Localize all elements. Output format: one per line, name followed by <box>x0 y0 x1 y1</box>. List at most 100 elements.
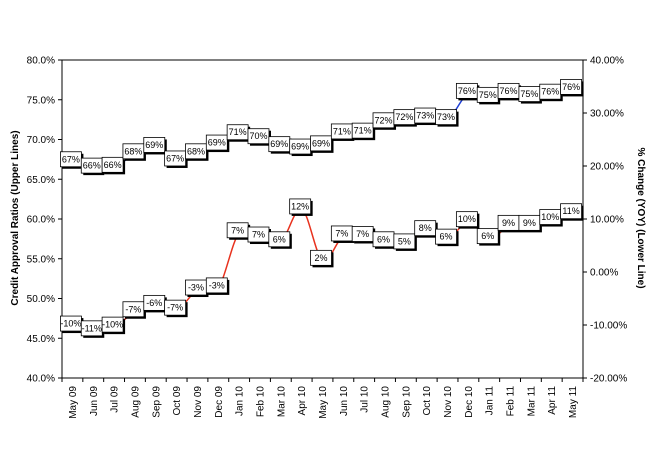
x-tick-label: Dec 09 <box>214 386 225 418</box>
data-label: 69% <box>268 136 292 154</box>
data-label-text: 8% <box>419 223 432 233</box>
data-label: 7% <box>247 226 271 245</box>
data-label-text: 6% <box>377 234 390 244</box>
x-tick-label: Jul 09 <box>110 386 121 413</box>
x-tick-label: Oct 09 <box>172 386 183 416</box>
data-label: 7% <box>330 225 355 243</box>
data-label: 5% <box>393 233 417 251</box>
data-label: -11% <box>80 320 105 338</box>
left-tick-label: 65.0% <box>27 175 55 186</box>
data-label: 6% <box>476 228 501 246</box>
data-label-text: 76% <box>541 87 559 97</box>
data-label-text: 76% <box>458 86 476 96</box>
data-label: 8% <box>414 220 438 238</box>
data-label: 69% <box>289 138 313 157</box>
x-tick-label: Mar 11 <box>526 386 537 417</box>
data-label: 71% <box>351 122 376 141</box>
y-axis-title: Credit Approval Ratios (Upper Lines) <box>10 130 21 305</box>
data-label-text: -3% <box>188 283 204 293</box>
data-label-text: 69% <box>270 139 288 149</box>
x-tick-label: Feb 11 <box>506 386 517 417</box>
right-tick-label: -10.00% <box>590 321 627 332</box>
left-tick-label: 75.0% <box>27 95 55 106</box>
data-label-text: 69% <box>312 138 330 148</box>
data-label-box <box>393 233 416 250</box>
data-label-box <box>310 135 332 152</box>
data-label: 76% <box>455 82 480 101</box>
x-tick-label: May 11 <box>568 386 579 418</box>
data-label-text: 69% <box>145 140 163 150</box>
left-tick-label: 45.0% <box>27 334 55 345</box>
data-label-text: 76% <box>562 82 580 92</box>
data-label-text: 70% <box>249 131 267 141</box>
data-label: 6% <box>372 231 397 249</box>
data-label-text: -3% <box>209 280 225 290</box>
data-label: 69% <box>143 137 167 155</box>
data-label: 76% <box>497 82 522 101</box>
data-label-text: 75% <box>479 90 497 100</box>
data-label: -3% <box>205 277 230 295</box>
series-layer <box>72 88 573 332</box>
data-label: 73% <box>414 107 438 126</box>
x-tick-label: Nov 09 <box>193 386 204 418</box>
right-tick-label: 20.00% <box>590 162 624 173</box>
x-tick-label: Aug 10 <box>381 386 392 418</box>
data-label-text: -7% <box>125 304 141 314</box>
data-label-text: 71% <box>333 126 351 136</box>
data-label-text: -7% <box>167 303 183 313</box>
x-axis: May 09 Jun 09 Jul 09 Aug 09 Sep 09 Oct 09 Nov … <box>61 378 584 419</box>
data-label: -7% <box>164 299 188 318</box>
data-label-text: 2% <box>314 253 327 263</box>
left-tick-label: 40.0% <box>27 374 55 385</box>
x-tick-label: May 09 <box>68 386 79 419</box>
data-label-box <box>247 128 270 145</box>
data-label-text: 9% <box>502 218 515 228</box>
right-tick-label: 30.00% <box>590 109 624 120</box>
data-label: -10% <box>101 316 126 335</box>
data-label-text: -11% <box>82 323 102 333</box>
left-tick-label: 70.0% <box>27 135 55 146</box>
data-label-text: 10% <box>541 212 559 222</box>
y2-axis-title: % Change (YOY) (Lower Line) <box>635 147 646 288</box>
data-label-text: 67% <box>166 153 184 163</box>
data-label-box <box>560 203 582 220</box>
data-label-text: 72% <box>375 115 393 125</box>
data-label-text: -10% <box>60 319 81 329</box>
data-label-box <box>435 228 457 245</box>
data-label-text: 5% <box>398 236 411 246</box>
data-label: 10% <box>455 211 480 229</box>
data-label: 11% <box>560 203 584 221</box>
left-axis: 40.0% 45.0% 50.0% 55.0% 60.0% 65.0% 70.0% 75.0%… <box>27 56 62 385</box>
x-tick-label: Apr 11 <box>547 386 558 415</box>
data-label-text: -6% <box>146 298 162 308</box>
data-label-text: 12% <box>291 201 309 211</box>
data-label-text: 75% <box>520 89 538 99</box>
x-tick-label: Mar 10 <box>276 386 287 418</box>
data-label: 75% <box>476 86 501 105</box>
data-label-box <box>560 79 582 95</box>
data-label-box <box>101 156 124 173</box>
data-label: 71% <box>226 124 251 142</box>
data-label-text: 7% <box>231 225 244 235</box>
data-label: 10% <box>539 209 563 227</box>
data-label-text: 9% <box>523 218 536 228</box>
data-label: 68% <box>122 143 146 161</box>
data-label-text: 73% <box>416 111 434 121</box>
x-tick-label: Sep 10 <box>401 386 412 418</box>
data-label-text: 69% <box>208 138 226 148</box>
data-label-text: 7% <box>356 229 369 239</box>
data-label: 75% <box>518 86 542 104</box>
data-label: -10% <box>60 315 84 334</box>
right-tick-label: 0.00% <box>590 268 618 279</box>
x-tick-label: Jan 11 <box>485 386 496 416</box>
data-label-layer: 67%66% 66%68%69%67%68%69%71% 70%69% 69% 69%7… <box>60 79 584 338</box>
data-label: 6% <box>268 231 292 249</box>
x-tick-label: Feb 10 <box>255 386 266 418</box>
data-label-box <box>414 220 437 237</box>
data-label-text: 68% <box>187 146 205 156</box>
data-label: 12% <box>289 198 313 216</box>
data-label-text: 6% <box>273 234 286 244</box>
data-label-text: 66% <box>104 160 122 170</box>
data-label: 66% <box>80 157 105 176</box>
data-label: 7% <box>351 226 376 244</box>
